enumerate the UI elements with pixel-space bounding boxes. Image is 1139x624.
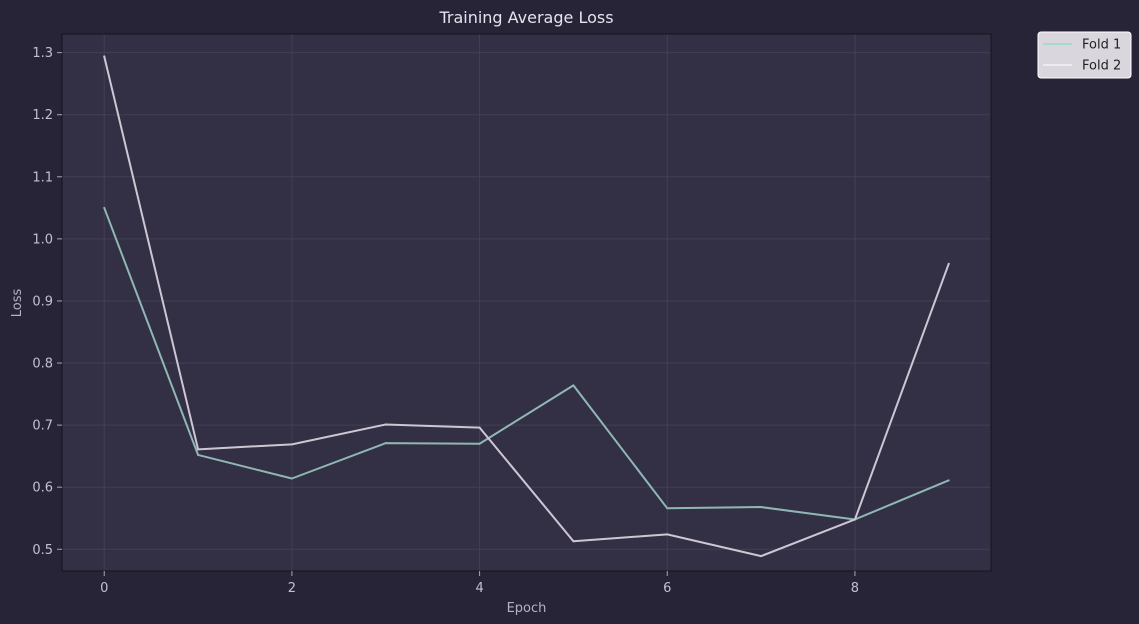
data-point-fold-1 [103, 206, 106, 209]
y-axis: 0.5 0.6 0.7 0.8 0.9 1.0 1.1 1.2 1.3 [32, 46, 62, 558]
data-point-fold-1 [197, 453, 200, 456]
y-tick-label: 1.3 [32, 46, 53, 61]
y-tick-label: 0.5 [32, 543, 53, 558]
y-tick-label: 1.2 [32, 108, 53, 123]
data-point-fold-1 [760, 506, 763, 509]
data-point-fold-1 [290, 477, 293, 480]
y-tick-label: 1.0 [32, 232, 53, 247]
y-tick-label: 0.7 [32, 419, 53, 434]
data-point-fold-2 [478, 426, 481, 429]
legend-label-fold-2: Fold 2 [1082, 59, 1121, 74]
legend-label-fold-1: Fold 1 [1082, 38, 1121, 53]
plot-frame [61, 33, 992, 572]
series-line-fold-2 [103, 56, 950, 558]
data-point-fold-1 [572, 384, 575, 387]
x-axis: 0 2 4 6 8 [100, 571, 859, 596]
data-point-fold-2 [947, 262, 950, 265]
y-tick-label: 0.8 [32, 357, 53, 372]
y-tick-label: 0.6 [32, 481, 53, 496]
series-line-fold-1 [103, 207, 950, 521]
series-layer [103, 55, 950, 558]
data-point-fold-2 [666, 533, 669, 536]
legend: Fold 1 Fold 2 [1037, 31, 1132, 79]
x-tick-label: 6 [663, 581, 671, 596]
data-point-fold-2 [290, 443, 293, 446]
data-point-fold-1 [384, 442, 387, 445]
data-point-fold-2 [760, 555, 763, 558]
y-axis-label: Loss [10, 289, 25, 318]
x-axis-label: Epoch [507, 601, 547, 616]
plot-area [62, 34, 991, 571]
data-point-fold-2 [103, 55, 106, 58]
chart-title: Training Average Loss [438, 8, 613, 27]
data-point-fold-2 [572, 540, 575, 543]
data-point-fold-2 [384, 423, 387, 426]
data-point-fold-1 [478, 442, 481, 445]
x-tick-label: 4 [475, 581, 483, 596]
data-point-fold-1 [947, 479, 950, 482]
y-tick-label: 1.1 [32, 170, 53, 185]
x-tick-label: 8 [851, 581, 859, 596]
data-point-fold-1 [666, 507, 669, 510]
grid-lines [62, 34, 991, 571]
x-tick-label: 0 [100, 581, 108, 596]
data-point-fold-2 [197, 448, 200, 451]
data-point-fold-2 [853, 518, 856, 521]
y-tick-label: 0.9 [32, 294, 53, 309]
x-tick-label: 2 [288, 581, 296, 596]
